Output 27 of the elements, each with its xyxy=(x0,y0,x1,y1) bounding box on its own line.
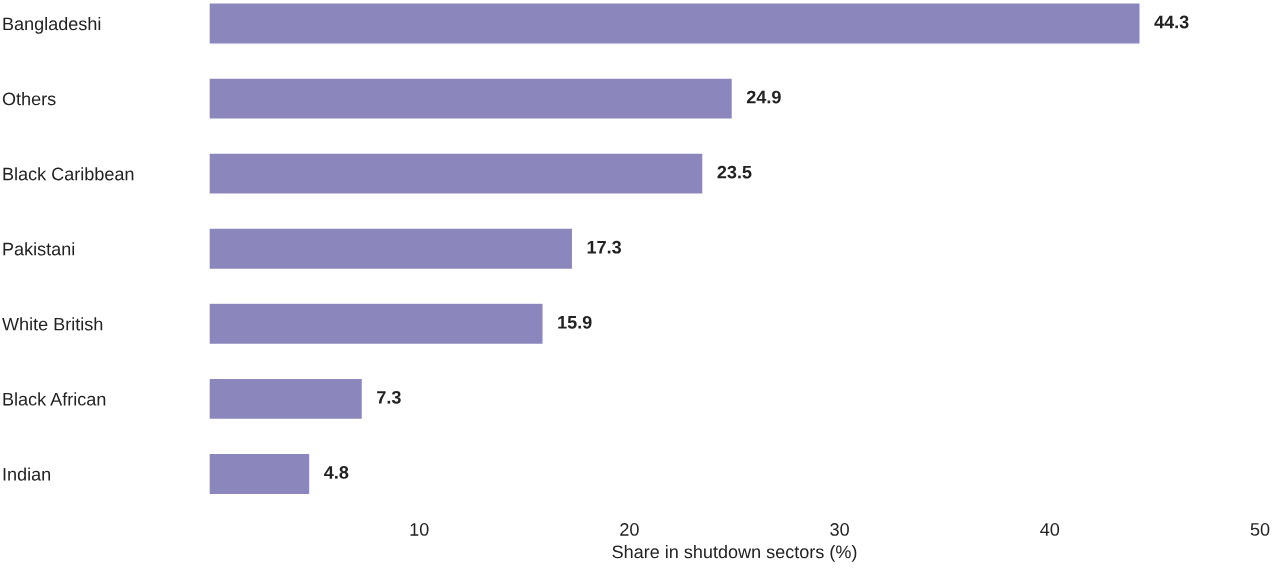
data-label: 24.9 xyxy=(746,90,781,104)
x-tick-label: 50 xyxy=(1250,523,1270,536)
data-label: 17.3 xyxy=(587,240,622,254)
data-label: 4.8 xyxy=(324,466,349,479)
y-tick-label: Black African xyxy=(3,392,106,406)
data-label: 7.3 xyxy=(377,390,401,404)
y-tick-label: White British xyxy=(2,317,103,331)
y-tick-label: Pakistani xyxy=(3,242,75,256)
bar xyxy=(209,152,704,196)
y-tick-label: Others xyxy=(2,92,56,106)
bar xyxy=(209,77,734,120)
x-axis-title: Share in shutdown sectors (%) xyxy=(612,545,857,562)
bar xyxy=(209,377,364,421)
x-tick-label: 30 xyxy=(830,523,849,536)
x-tick-label: 10 xyxy=(410,523,429,536)
y-tick-label: Indian xyxy=(3,467,51,481)
data-label: 23.5 xyxy=(717,165,752,179)
x-tick-label: 40 xyxy=(1040,523,1060,536)
bar xyxy=(209,227,574,271)
data-label: 15.9 xyxy=(558,315,592,329)
y-tick-label: Bangladeshi xyxy=(3,16,101,34)
bar xyxy=(209,302,544,346)
x-tick-label: 20 xyxy=(620,523,639,536)
data-label: 44.3 xyxy=(1154,15,1189,29)
bar xyxy=(209,2,1141,45)
y-tick-label: Black Caribbean xyxy=(3,167,134,181)
bar xyxy=(209,452,311,496)
